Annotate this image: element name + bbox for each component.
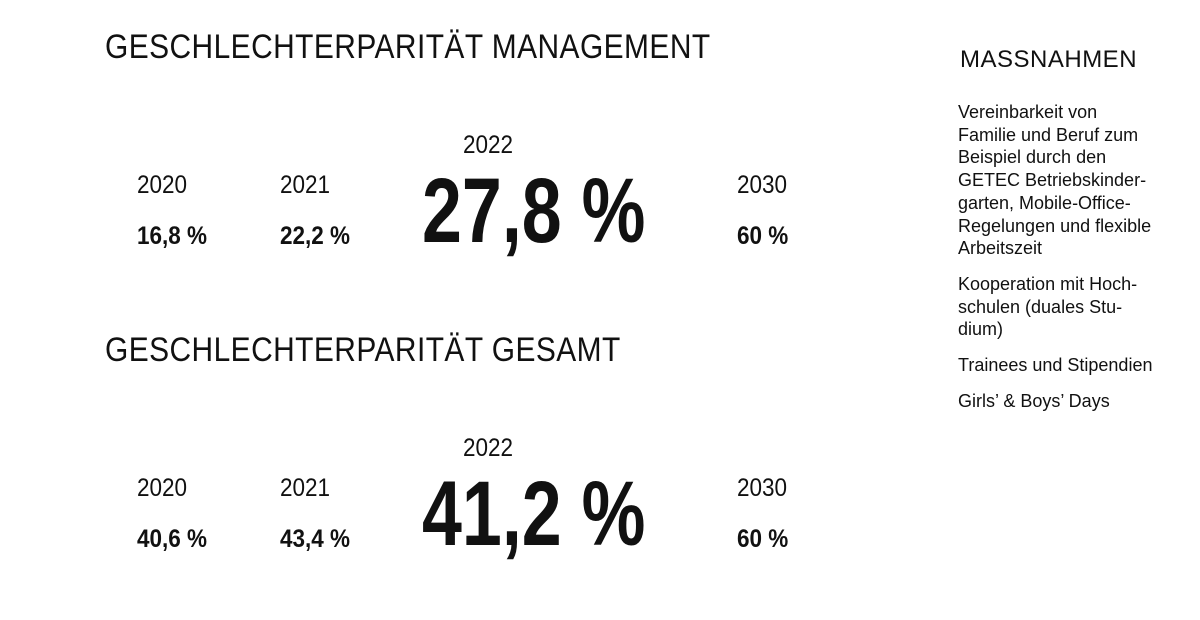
year-label: 2030 [737, 171, 788, 199]
highlight-value: 27,8 % [422, 160, 646, 262]
year-label: 2021 [280, 171, 331, 199]
measure-line: Trainees und Stipendien [958, 355, 1153, 375]
value-label: 40,6 % [137, 525, 208, 553]
measure-line: Kooperation mit Hoch- [958, 273, 1138, 294]
measure-line: dium) [958, 319, 1004, 340]
value-label: 16,8 % [137, 222, 208, 250]
year-label: 2030 [737, 474, 788, 502]
measure-line: Familie und Beruf zum [958, 124, 1139, 145]
highlight-value: 41,2 % [422, 463, 646, 565]
measure-line: Regelungen und flexible [958, 215, 1152, 236]
section-title: GESCHLECHTERPARITÄT GESAMT [105, 331, 621, 369]
measures-title: MASSNAHMEN [960, 46, 1138, 73]
measure-line: Girls’ & Boys’ Days [958, 390, 1110, 411]
value-label: 22,2 % [280, 222, 351, 250]
measure-line: Vereinbarkeit von [958, 102, 1098, 122]
section-title: GESCHLECHTERPARITÄT MANAGEMENT [105, 28, 711, 66]
value-label: 43,4 % [280, 525, 351, 553]
measure-line: schulen (duales Stu- [958, 296, 1123, 317]
measure-line: Arbeitszeit [958, 238, 1043, 259]
year-label: 2021 [280, 474, 331, 502]
highlight-year: 2022 [463, 131, 514, 159]
year-label: 2020 [137, 474, 188, 502]
measure-line: GETEC Betriebskinder- [958, 170, 1147, 191]
value-label: 60 % [737, 222, 789, 250]
year-label: 2020 [137, 171, 188, 199]
measure-line: Beispiel durch den [958, 147, 1107, 168]
value-label: 60 % [737, 525, 789, 553]
measure-line: garten, Mobile-Office- [958, 192, 1131, 213]
highlight-year: 2022 [463, 434, 514, 462]
